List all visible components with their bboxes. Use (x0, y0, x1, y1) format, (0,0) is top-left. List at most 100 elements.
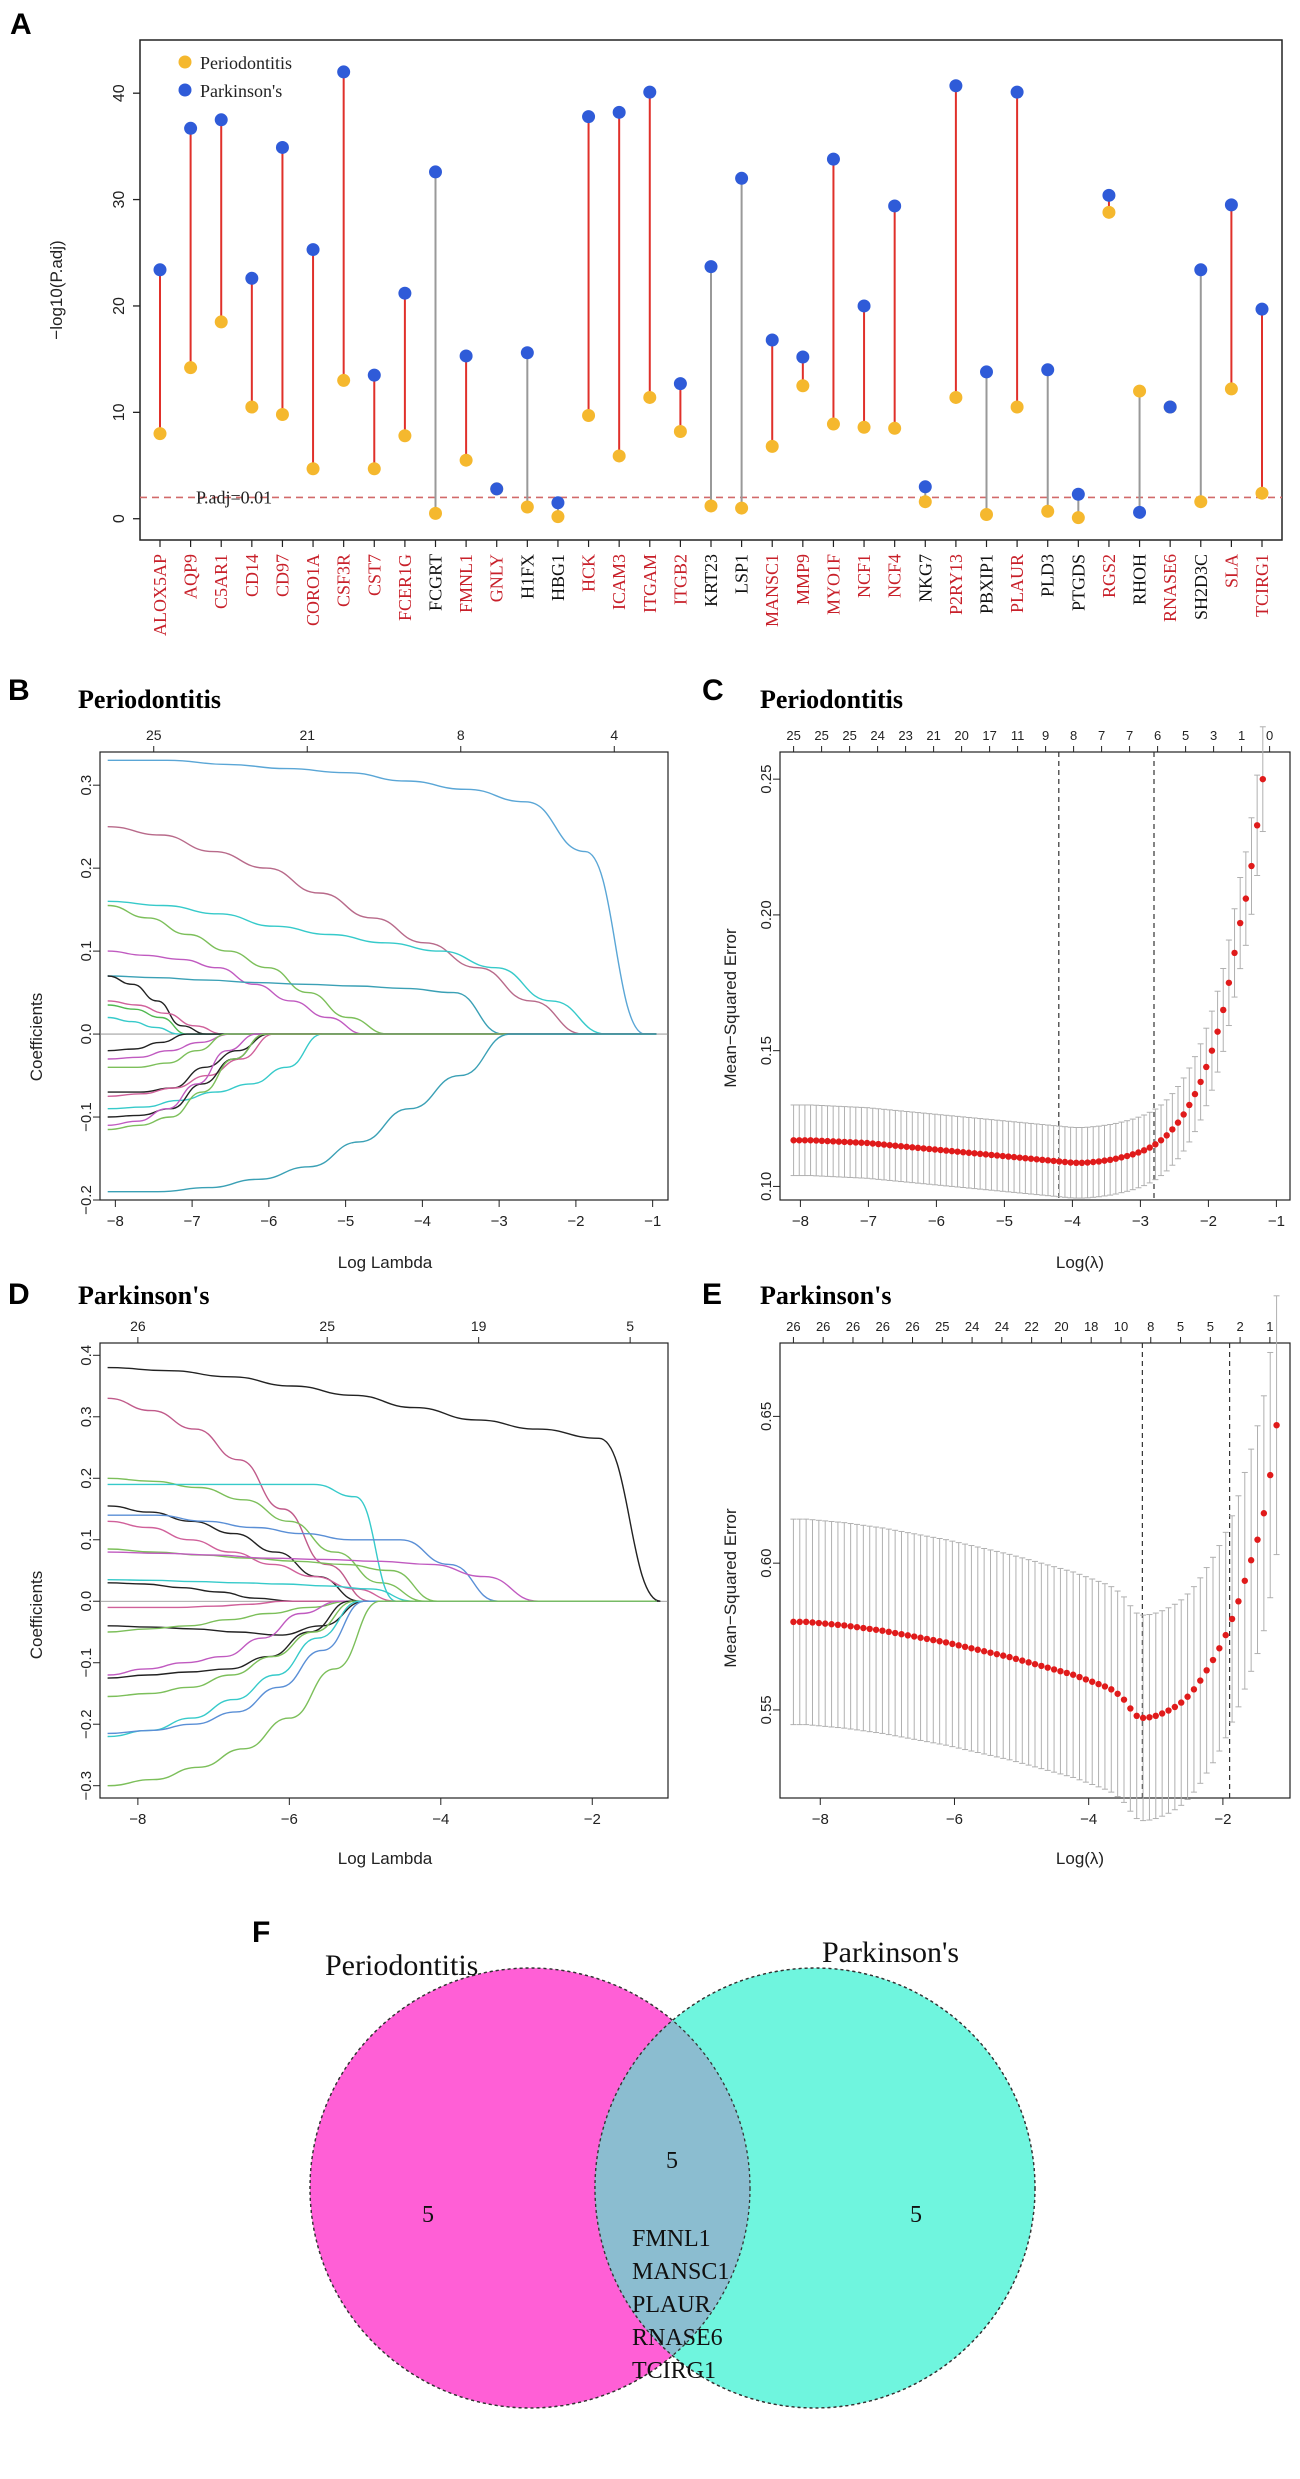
x-tick-label: −4 (1064, 1213, 1081, 1230)
cv-point (891, 1629, 899, 1637)
point-parkinsons (918, 480, 932, 494)
cv-point (818, 1137, 826, 1145)
point-periodontitis (857, 420, 871, 434)
point-parkinsons (980, 365, 993, 379)
cv-point (1118, 1154, 1125, 1161)
cv-point (1135, 1149, 1142, 1156)
top-tick-label: 25 (319, 1318, 335, 1334)
point-parkinsons (765, 333, 779, 347)
point-periodontitis (1194, 495, 1208, 509)
cv-point (834, 1621, 842, 1629)
cv-point (822, 1620, 829, 1627)
coef-path-c11 (107, 1033, 657, 1052)
panel-letter-c: C (702, 674, 724, 707)
cv-point (1101, 1157, 1108, 1164)
top-tick-label: 11 (1011, 728, 1025, 743)
point-parkinsons (1194, 263, 1208, 277)
venn-outline-left (309, 1967, 751, 2409)
point-periodontitis (306, 462, 320, 476)
cv-point (1089, 1678, 1096, 1685)
point-parkinsons (582, 110, 596, 124)
top-tick-label: 6 (1154, 728, 1161, 743)
cv-point (1248, 862, 1255, 870)
point-periodontitis (184, 361, 198, 375)
cv-point (971, 1150, 978, 1157)
chart-title-d: Parkinson's (78, 1281, 210, 1310)
top-tick-label: 20 (954, 728, 968, 743)
top-tick-label: 8 (1070, 728, 1077, 743)
cv-point (937, 1146, 944, 1154)
cv-point (1106, 1156, 1114, 1164)
cv-point (988, 1151, 995, 1159)
coef-path-d1 (107, 1366, 661, 1602)
venn-count-overlap: 5 (666, 2148, 678, 2174)
cv-point (1152, 1712, 1159, 1720)
cv-point (948, 1147, 956, 1155)
cv-point (1000, 1652, 1007, 1659)
cv-point (976, 1150, 984, 1158)
cv-point (898, 1631, 905, 1638)
cv-point (807, 1137, 814, 1144)
gene-label: PBXIP1 (977, 554, 997, 614)
cv-point (1084, 1159, 1091, 1166)
cv-point (1242, 895, 1250, 902)
coef-path-c18 (107, 1033, 657, 1126)
x-tick-label: −6 (946, 1811, 963, 1828)
plot-frame-b (99, 751, 669, 1201)
cv-point (1082, 1676, 1090, 1683)
cv-point (1073, 1159, 1080, 1167)
cv-point (923, 1635, 931, 1643)
point-parkinsons (367, 368, 381, 382)
point-parkinsons (1255, 302, 1269, 316)
cv-point (1231, 949, 1238, 957)
point-parkinsons (796, 350, 810, 364)
cv-point (987, 1649, 994, 1656)
coef-path-d18 (107, 1600, 657, 1738)
gene-label: CSF3R (334, 554, 354, 607)
top-tick-label: 2 (1236, 1319, 1243, 1334)
point-parkinsons (673, 377, 687, 391)
panel-letter-e: E (702, 1278, 722, 1311)
chart-title-e: Parkinson's (760, 1281, 892, 1310)
overlap-gene: RNASE6 (632, 2325, 723, 2351)
x-tick-label: −8 (792, 1213, 809, 1230)
top-tick-label: 5 (1182, 728, 1189, 743)
coef-path-d17 (107, 1600, 657, 1698)
point-periodontitis (1102, 205, 1116, 219)
cv-point (1163, 1132, 1170, 1139)
coef-path-c5 (107, 950, 657, 1035)
point-periodontitis (704, 499, 718, 513)
top-tick-label: 17 (982, 728, 996, 743)
cv-point (824, 1137, 831, 1145)
cv-point (1247, 1557, 1255, 1564)
coef-path-c9 (107, 1004, 657, 1035)
y-tick-label: 0.15 (758, 1036, 775, 1065)
y-tick-label: 0.0 (78, 1591, 95, 1612)
cv-point (1146, 1714, 1153, 1721)
cv-point (796, 1618, 803, 1626)
gene-label: MYO1F (823, 554, 843, 615)
y-tick-label: 0.65 (758, 1402, 775, 1431)
cv-point (879, 1627, 886, 1634)
cv-point (1101, 1683, 1109, 1690)
gene-label: AQP9 (181, 554, 201, 599)
point-periodontitis (796, 379, 810, 393)
point-parkinsons (1010, 85, 1024, 99)
gene-label: HCK (579, 554, 599, 592)
venn-label-periodontitis: Periodontitis (325, 1949, 478, 1982)
point-parkinsons (612, 105, 626, 119)
cv-point (1108, 1686, 1115, 1693)
y-tick-label: 0.4 (78, 1345, 95, 1366)
venn-count-left: 5 (422, 2202, 434, 2228)
cv-point (1208, 1047, 1216, 1054)
cv-point (801, 1137, 809, 1144)
y-tick-label-a: 0 (111, 514, 128, 523)
cv-point (917, 1634, 924, 1641)
x-tick-label: −5 (996, 1213, 1013, 1230)
legend-label-periodontitis: Periodontitis (200, 53, 292, 73)
cv-point (1039, 1156, 1046, 1164)
y-tick-label: −0.1 (78, 1648, 95, 1678)
panel-d-coefficient-path: D Parkinson's −8 −6 −4 −2 −0.3 −0.2 −0.1 0.0 0.1… (8, 1278, 669, 1868)
venn-outline-right (594, 1967, 1036, 2409)
top-tick-label: 25 (786, 728, 800, 743)
